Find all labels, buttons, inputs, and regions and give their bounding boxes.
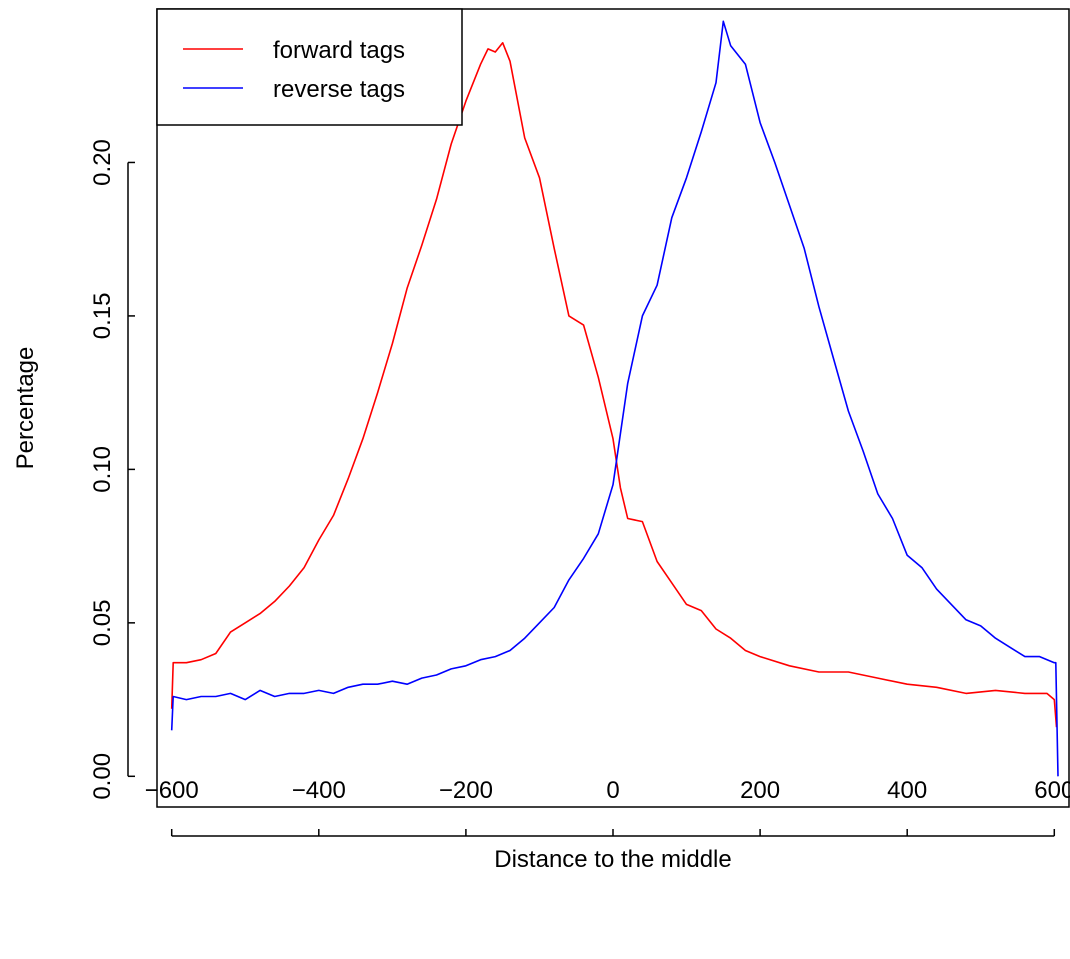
x-axis: −600 −400 −200 0 200 400 600	[145, 777, 1070, 837]
y-tick-label: 0.00	[89, 753, 116, 800]
y-tick-label: 0.20	[89, 139, 116, 186]
y-tick-label: 0.15	[89, 293, 116, 340]
series-line-reverse-tags	[170, 20, 1059, 777]
series-layer	[170, 20, 1059, 777]
x-tick-label: 600	[1034, 777, 1070, 804]
x-tick-label: −400	[292, 777, 346, 804]
x-tick-label: −600	[145, 777, 199, 804]
x-tick-label: −200	[439, 777, 493, 804]
legend: forward tags reverse tags	[156, 8, 463, 126]
x-tick-label: 400	[887, 777, 927, 804]
y-tick-label: 0.05	[89, 599, 116, 646]
y-tick-label: 0.10	[89, 446, 116, 493]
plot-frame	[156, 8, 1070, 808]
series-line-forward-tags	[170, 41, 1058, 728]
x-tick-label: 200	[740, 777, 780, 804]
x-tick-label: 0	[606, 777, 619, 804]
legend-label-forward: forward tags	[273, 37, 405, 64]
legend-box	[156, 8, 463, 126]
y-axis-title: Percentage	[12, 347, 39, 470]
legend-label-reverse: reverse tags	[273, 76, 405, 103]
x-axis-title: Distance to the middle	[494, 846, 731, 873]
y-axis: 0.00 0.05 0.10 0.15 0.20	[89, 139, 135, 800]
